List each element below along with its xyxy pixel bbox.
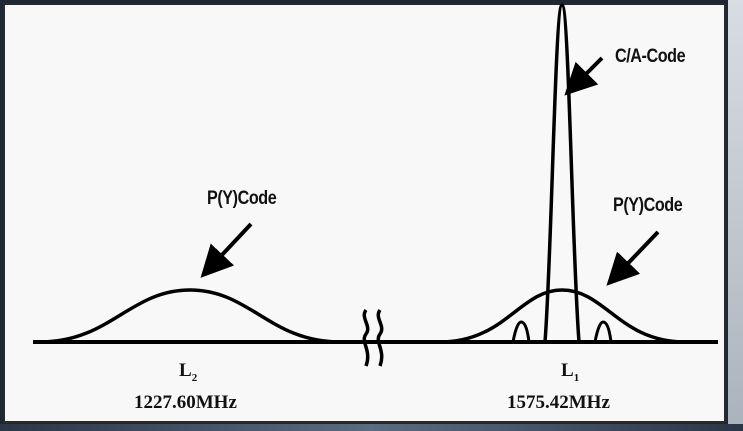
ca-code-side-lobe-right (593, 320, 613, 343)
axis-break-icon (362, 308, 384, 367)
arrow-icon (564, 56, 604, 96)
py-code-label-l2: P(Y)Code (207, 188, 277, 209)
band-frequency-l1: 1575.42MHz (507, 392, 610, 413)
ca-code-main-lobe (543, 3, 581, 343)
band-label-l1: L1 (561, 360, 580, 384)
figure-panel (3, 3, 726, 423)
arrow-icon (606, 230, 660, 286)
taskbar-edge (0, 424, 743, 431)
arrow-icon (200, 222, 253, 278)
band-frequency-l2: 1227.60MHz (134, 392, 237, 413)
ca-code-side-lobe-left (511, 320, 531, 343)
py-code-label-l1: P(Y)Code (613, 195, 683, 216)
band-label-l2: L2 (179, 360, 198, 384)
ca-code-label: C/A-Code (615, 46, 686, 67)
window-edge (728, 0, 743, 431)
l1-py-code-lobe (439, 288, 686, 344)
l2-py-code-lobe (39, 288, 341, 344)
